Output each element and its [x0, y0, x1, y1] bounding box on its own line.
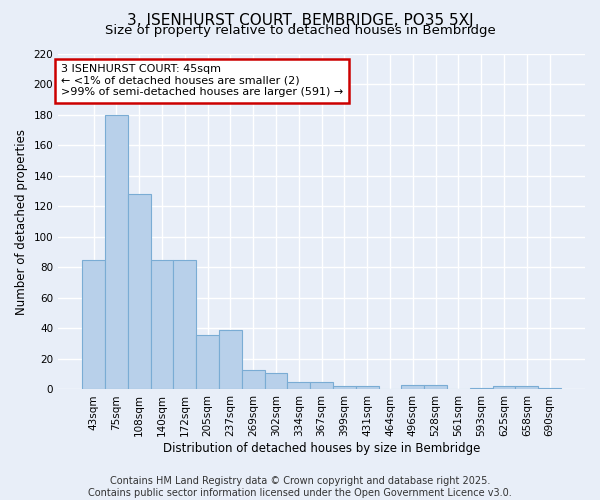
Bar — [219, 330, 242, 390]
Text: 3 ISENHURST COURT: 45sqm
← <1% of detached houses are smaller (2)
>99% of semi-d: 3 ISENHURST COURT: 45sqm ← <1% of detach… — [61, 64, 343, 98]
Text: Contains HM Land Registry data © Crown copyright and database right 2025.
Contai: Contains HM Land Registry data © Crown c… — [88, 476, 512, 498]
Text: 3, ISENHURST COURT, BEMBRIDGE, PO35 5XJ: 3, ISENHURST COURT, BEMBRIDGE, PO35 5XJ — [127, 12, 473, 28]
Bar — [356, 386, 379, 390]
Bar — [105, 115, 128, 390]
Y-axis label: Number of detached properties: Number of detached properties — [15, 128, 28, 314]
Bar — [515, 386, 538, 390]
Bar — [493, 386, 515, 390]
Bar — [424, 385, 447, 390]
Bar — [196, 334, 219, 390]
Bar — [242, 370, 265, 390]
Bar — [401, 385, 424, 390]
Bar — [151, 260, 173, 390]
Bar — [470, 388, 493, 390]
Bar — [287, 382, 310, 390]
Bar — [310, 382, 333, 390]
Bar — [173, 260, 196, 390]
Bar — [82, 260, 105, 390]
Text: Size of property relative to detached houses in Bembridge: Size of property relative to detached ho… — [104, 24, 496, 37]
Bar — [265, 372, 287, 390]
Bar — [538, 388, 561, 390]
Bar — [333, 386, 356, 390]
Bar — [128, 194, 151, 390]
X-axis label: Distribution of detached houses by size in Bembridge: Distribution of detached houses by size … — [163, 442, 480, 455]
